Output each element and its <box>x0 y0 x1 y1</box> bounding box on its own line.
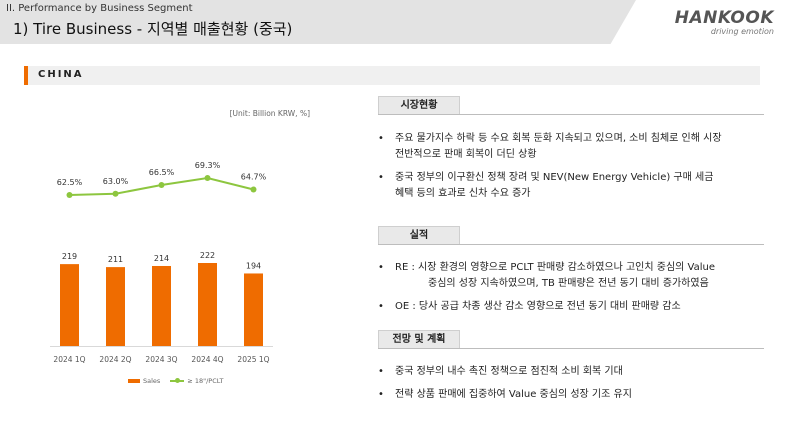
legend-item-sales: Sales <box>128 377 160 385</box>
bullet-line: 중국 정부의 내수 촉진 정책으로 점진적 소비 회복 기대 <box>395 366 623 377</box>
bullet-dot: • <box>378 262 384 273</box>
bullet-line: OE : 당사 공급 차종 생산 감소 영향으로 전년 동기 대비 판매량 감소 <box>395 301 681 312</box>
legend-label-pclt: ≥ 18"/PCLT <box>187 377 224 385</box>
bullet-line: 중심의 성장 지속하였으며, TB 판매량은 전년 동기 대비 증가하였음 <box>428 278 709 289</box>
bullet-line: 주요 물가지수 하락 등 수요 회복 둔화 지속되고 있으며, 소비 침체로 인… <box>395 133 722 144</box>
page-title: 1) Tire Business - 지역별 매출현황 (중국) <box>13 20 293 38</box>
x-tick-label: 2024 4Q <box>191 355 223 364</box>
region-title: CHINA <box>38 69 84 80</box>
region-accent-mark <box>24 66 28 85</box>
pclt-share-label: 63.0% <box>103 177 129 186</box>
bullet-line: 전반적으로 판매 회복이 더딘 상황 <box>395 149 537 160</box>
pclt-share-label: 66.5% <box>149 168 175 177</box>
section-label: II. Performance by Business Segment <box>6 3 193 14</box>
pclt-share-label: 69.3% <box>195 161 221 170</box>
bullet-dot: • <box>378 133 384 144</box>
pclt-share-point <box>250 186 257 193</box>
header-band <box>0 0 636 44</box>
section-heading-results: 실적 <box>378 226 460 245</box>
sales-bar-label: 214 <box>154 254 169 263</box>
hankook-logo: HANKOOK driving emotion <box>664 8 774 37</box>
sales-bar <box>244 273 263 346</box>
bullet-line: 전략 상품 판매에 집중하여 Value 중심의 성장 기조 유지 <box>395 389 632 400</box>
bullet-line: 혜택 등의 효과로 신차 수요 증가 <box>395 188 531 199</box>
bullet-dot: • <box>378 389 384 400</box>
logo-brand: HANKOOK <box>674 8 774 28</box>
pclt-share-label: 62.5% <box>57 178 83 187</box>
bullet-dot: • <box>378 172 384 183</box>
x-tick-label: 2024 3Q <box>145 355 177 364</box>
legend-item-pclt: ≥ 18"/PCLT <box>170 377 223 385</box>
pclt-share-point <box>204 175 211 181</box>
sales-bar-label: 222 <box>200 251 215 260</box>
bullet-line: RE : 시장 환경의 영향으로 PCLT 판매량 감소하였으나 고인치 중심의… <box>395 262 715 273</box>
legend-swatch-pclt <box>170 378 185 383</box>
region-bar: CHINA <box>24 66 760 85</box>
pclt-share-point <box>66 192 73 198</box>
sales-bar <box>106 267 125 346</box>
pclt-share-point <box>158 182 165 188</box>
bullet-dot: • <box>378 366 384 377</box>
section-rule-market <box>378 114 764 115</box>
logo-tagline: driving emotion <box>710 27 774 36</box>
legend-label-sales: Sales <box>143 377 161 385</box>
pclt-share-point <box>112 190 119 197</box>
bullet-dot: • <box>378 301 384 312</box>
legend-swatch-sales <box>128 379 140 383</box>
sales-bar-label: 194 <box>246 261 261 270</box>
unit-note: [Unit: Billion KRW, %] <box>229 109 310 118</box>
sales-bar <box>198 263 217 346</box>
section-rule-results <box>378 244 764 245</box>
sales-bar <box>60 264 79 346</box>
section-rule-outlook <box>378 348 764 349</box>
chart-legend: Sales ≥ 18"/PCLT <box>128 377 223 385</box>
sales-bar-label: 219 <box>62 252 77 261</box>
pclt-share-label: 64.7% <box>241 173 267 182</box>
x-tick-label: 2024 2Q <box>99 355 131 364</box>
x-tick-label: 2025 1Q <box>237 355 269 364</box>
x-tick-label: 2024 1Q <box>53 355 85 364</box>
sales-bar-label: 211 <box>108 255 123 264</box>
sales-chart: 219 2024 1Q 211 2024 2Q 214 2024 3Q 222 2024 4Q… <box>50 161 273 364</box>
section-heading-market: 시장현황 <box>378 96 460 115</box>
sales-bar <box>152 265 171 346</box>
bullet-line: 중국 정부의 이구환신 정책 장려 및 NEV(New Energy Vehic… <box>395 172 714 183</box>
section-heading-outlook: 전망 및 계획 <box>378 330 460 349</box>
